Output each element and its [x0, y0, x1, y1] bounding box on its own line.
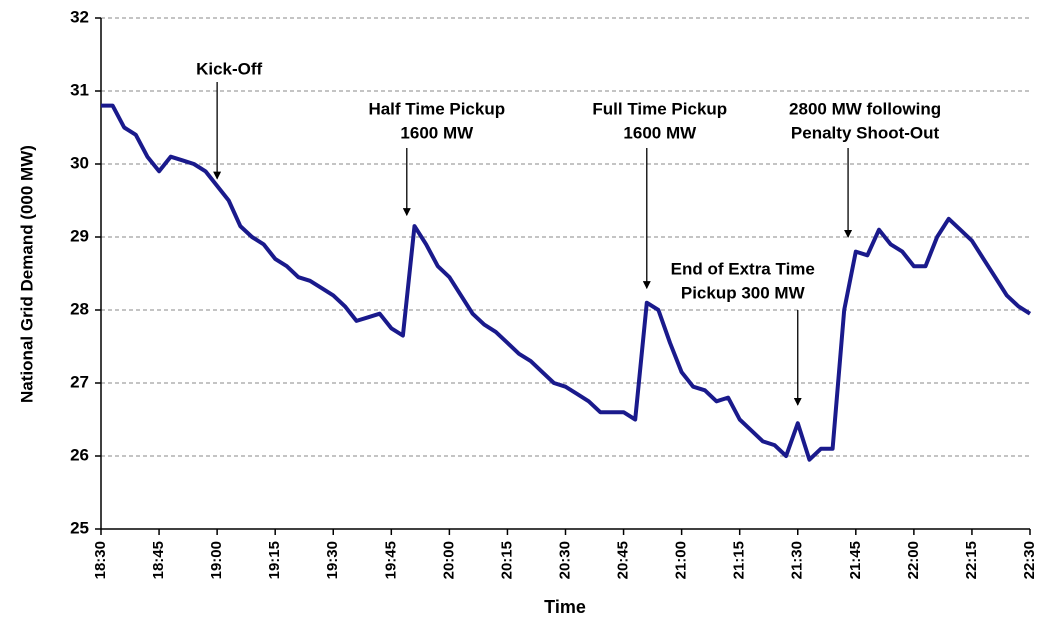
- x-tick-label: 21:00: [673, 541, 690, 579]
- x-tick-label: 19:15: [266, 541, 283, 579]
- annotation-text: Full Time Pickup: [592, 99, 727, 118]
- x-tick-label: 20:00: [440, 541, 457, 579]
- x-tick-label: 20:45: [615, 541, 632, 579]
- y-tick-label: 30: [70, 153, 89, 172]
- annotation-text: 1600 MW: [400, 123, 474, 142]
- y-tick-label: 26: [70, 445, 89, 464]
- annotation-text: 2800 MW following: [789, 99, 941, 118]
- x-axis-title: Time: [544, 597, 586, 617]
- y-tick-label: 25: [70, 518, 89, 537]
- x-tick-label: 18:45: [150, 541, 167, 579]
- x-tick-label: 22:30: [1021, 541, 1038, 579]
- x-tick-label: 22:00: [905, 541, 922, 579]
- x-tick-label: 22:15: [963, 541, 980, 579]
- y-tick-label: 29: [70, 226, 89, 245]
- y-tick-label: 27: [70, 372, 89, 391]
- annotation-text: Kick-Off: [196, 59, 262, 78]
- annotation-text: 1600 MW: [623, 123, 697, 142]
- x-tick-label: 19:00: [208, 541, 225, 579]
- x-tick-label: 21:45: [847, 541, 864, 579]
- x-tick-label: 21:30: [789, 541, 806, 579]
- x-tick-label: 20:15: [498, 541, 515, 579]
- x-tick-label: 18:30: [92, 541, 109, 579]
- annotation-text: End of Extra Time: [671, 259, 815, 278]
- annotation-text: Pickup 300 MW: [681, 283, 806, 302]
- annotation-text: Penalty Shoot-Out: [791, 123, 940, 142]
- x-tick-label: 20:30: [556, 541, 573, 579]
- y-tick-label: 31: [70, 80, 89, 99]
- x-tick-label: 21:15: [731, 541, 748, 579]
- y-tick-label: 28: [70, 299, 89, 318]
- x-tick-label: 19:30: [324, 541, 341, 579]
- annotation-text: Half Time Pickup: [368, 99, 505, 118]
- x-tick-label: 19:45: [382, 541, 399, 579]
- y-axis-title: National Grid Demand (000 MW): [17, 145, 36, 403]
- data-line: [101, 103, 1032, 462]
- y-tick-label: 32: [70, 7, 89, 26]
